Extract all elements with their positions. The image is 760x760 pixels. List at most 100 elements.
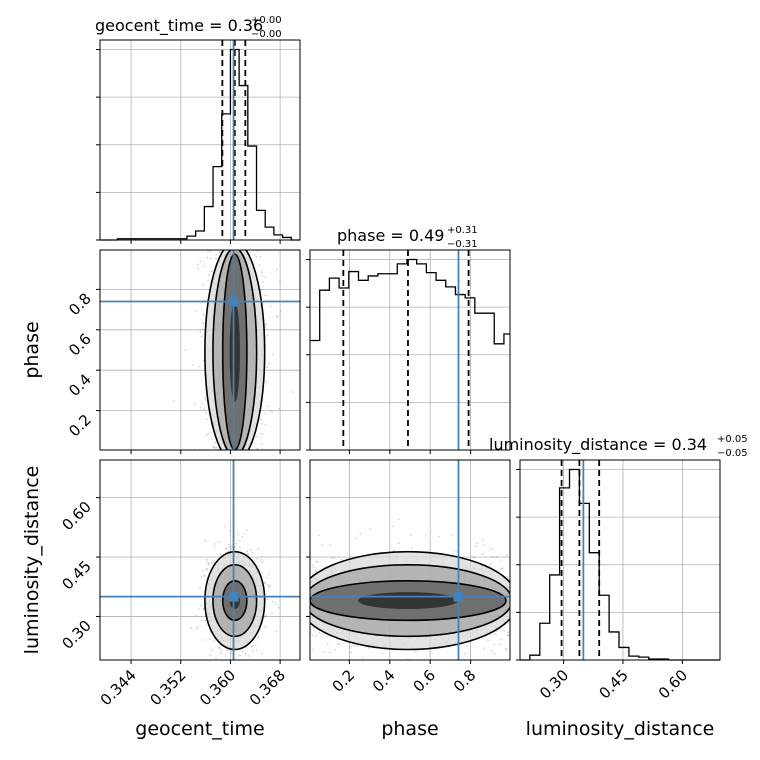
sample-point — [329, 544, 332, 547]
sample-point — [500, 638, 502, 641]
sample-point — [257, 636, 260, 639]
panel-frame — [519, 459, 721, 661]
sample-point — [258, 264, 261, 267]
sample-point — [476, 542, 478, 545]
sample-point — [265, 598, 268, 601]
sample-point — [213, 543, 216, 545]
sample-point — [397, 542, 400, 544]
hist-steps-geocent-time — [100, 48, 300, 241]
sample-point — [266, 294, 269, 297]
sample-point — [202, 264, 204, 267]
sample-point — [246, 550, 249, 553]
sample-point — [491, 556, 494, 559]
sample-point — [230, 545, 233, 548]
sample-point — [333, 649, 336, 651]
sample-point — [267, 573, 270, 576]
sample-point — [243, 532, 246, 535]
sample-point — [330, 556, 333, 559]
sample-point — [438, 535, 441, 538]
sample-point — [397, 518, 400, 521]
sample-point — [213, 445, 215, 448]
sample-point — [209, 257, 212, 260]
sample-point — [506, 554, 509, 556]
sample-point — [264, 581, 267, 584]
sample-point — [265, 380, 268, 383]
sample-point — [317, 534, 320, 537]
sample-point — [210, 561, 213, 564]
sample-point — [205, 418, 208, 421]
hist-panel-luminosity-distance — [516, 459, 721, 664]
ylabel-luminosity-distance: luminosity_distance — [21, 466, 43, 655]
sample-point — [212, 445, 215, 448]
sample-point — [200, 604, 203, 607]
sample-point — [244, 653, 247, 656]
title-geocent-time-lower: −0.00 — [251, 29, 282, 40]
sample-point — [266, 366, 269, 369]
sample-point — [464, 652, 467, 655]
sample-point — [206, 560, 208, 563]
sample-point — [195, 614, 198, 617]
y-tick-label-luminosity-distance: 0.45 — [58, 557, 94, 593]
sample-point — [206, 568, 209, 570]
sample-point — [268, 362, 271, 365]
x-tick-label-luminosity-distance: 0.30 — [536, 666, 572, 702]
sample-point — [231, 652, 234, 655]
x-tick-label-phase: 0.6 — [409, 666, 439, 696]
sample-point — [425, 534, 428, 537]
sample-point — [264, 276, 267, 279]
sample-point — [204, 540, 206, 542]
sample-point — [196, 267, 199, 270]
sample-point — [268, 585, 271, 588]
sample-point — [207, 250, 210, 253]
sample-point — [255, 649, 258, 651]
sample-point — [326, 643, 329, 646]
sample-point — [261, 447, 263, 450]
sample-point — [260, 560, 263, 563]
sample-point — [215, 657, 217, 660]
sample-point — [173, 399, 176, 402]
sample-point — [483, 552, 486, 555]
sample-point — [473, 556, 476, 559]
sample-point — [209, 654, 212, 657]
sample-point — [494, 633, 497, 636]
sample-point — [227, 543, 230, 546]
sample-point — [359, 532, 362, 535]
sample-point — [265, 614, 268, 617]
sample-point — [197, 263, 199, 266]
title-luminosity-distance-lower: −0.05 — [717, 448, 748, 459]
sample-point — [206, 256, 209, 259]
sample-point — [228, 530, 231, 533]
title-geocent-time: geocent_time = 0.36 — [95, 16, 263, 36]
sample-point — [476, 660, 478, 662]
sample-point — [260, 558, 263, 561]
density-core — [357, 592, 458, 610]
title-geocent-time-upper: +0.00 — [251, 15, 282, 26]
sample-point — [490, 562, 492, 565]
sample-point — [489, 548, 491, 551]
sample-point — [238, 539, 241, 542]
sample-point — [264, 323, 267, 326]
sample-point — [231, 547, 233, 550]
plot-layer: 0.344 0.352 0.360 0.368 0.2 0.4 0.6 0.8 0.30 0.45… — [58, 39, 721, 709]
sample-point — [200, 406, 202, 409]
sample-point — [260, 555, 263, 558]
sample-point — [203, 408, 205, 411]
sample-point — [197, 626, 200, 629]
hist-steps-phase — [310, 258, 510, 345]
sample-point — [368, 527, 371, 530]
sample-point — [337, 643, 339, 646]
sample-point — [219, 251, 222, 254]
sample-point — [245, 652, 247, 655]
sample-point — [318, 631, 321, 634]
sample-point — [355, 537, 358, 540]
x-tick-label-phase: 0.8 — [450, 666, 480, 696]
sample-point — [184, 349, 187, 352]
sample-point — [204, 397, 206, 399]
title-phase-lower: −0.31 — [447, 239, 478, 250]
sample-point — [316, 561, 319, 563]
sample-point — [225, 547, 227, 550]
sample-point — [259, 433, 261, 435]
sample-point — [381, 652, 384, 655]
density-area — [190, 525, 280, 660]
sample-point — [207, 432, 210, 435]
